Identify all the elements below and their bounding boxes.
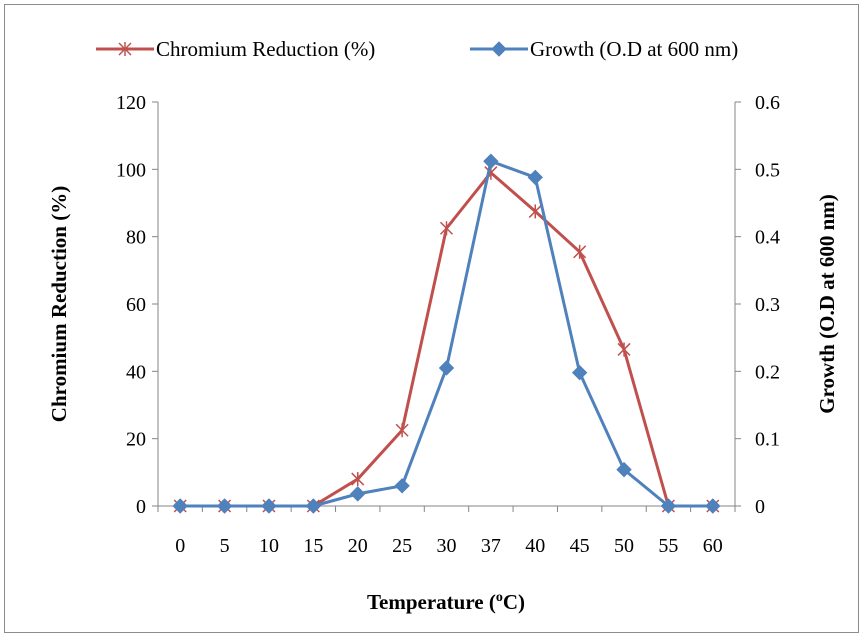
y2-tick-label: 0.3 xyxy=(755,294,780,316)
y-tick-label: 100 xyxy=(116,159,146,181)
y2-tick-label: 0.5 xyxy=(755,159,780,181)
y-tick-label: 0 xyxy=(136,496,146,518)
data-point-growth xyxy=(261,498,277,514)
y-tick-label: 120 xyxy=(116,92,146,114)
data-point-growth xyxy=(394,478,410,494)
x-tick-label: 50 xyxy=(614,535,634,557)
series-layer xyxy=(172,153,721,514)
data-point-growth xyxy=(483,153,499,169)
y-tick-label: 20 xyxy=(126,429,146,451)
chart-frame xyxy=(4,4,859,633)
data-point-growth xyxy=(438,360,455,376)
data-point-chromium xyxy=(573,244,587,259)
legend-marker-growth xyxy=(491,41,507,57)
data-point-growth xyxy=(660,498,677,514)
axes: 0 20 40 60 80 100 120 0 0.1 0.2 0.3 0.4 0.5 0.6 0 5 10 15… xyxy=(116,92,780,557)
data-point-growth xyxy=(527,169,543,186)
y-tick-label: 40 xyxy=(126,361,146,383)
y2-tick-label: 0 xyxy=(755,496,765,518)
y2-axis-title: Growth (O.D at 600 nm) xyxy=(815,194,839,414)
x-tick-label: 20 xyxy=(348,535,368,557)
data-point-growth xyxy=(571,364,588,381)
y2-tick-label: 0.4 xyxy=(755,227,780,249)
legend-marker-chromium xyxy=(118,42,132,56)
data-point-chromium xyxy=(528,204,542,219)
data-point-chromium xyxy=(617,342,631,357)
legend-star-marker xyxy=(118,42,132,56)
legend-diamond-marker xyxy=(491,41,507,57)
data-point-growth xyxy=(350,486,366,502)
data-point-growth xyxy=(616,461,632,478)
data-point-chromium xyxy=(439,221,454,236)
x-tick-label: 37 xyxy=(481,535,501,557)
x-tick-label: 25 xyxy=(392,535,412,557)
x-tick-label: 5 xyxy=(220,535,230,557)
data-point-chromium xyxy=(351,472,365,487)
legend: Chromium Reduction (%) Growth (O.D at 60… xyxy=(96,37,738,61)
data-point-chromium xyxy=(395,423,409,438)
x-tick-label: 15 xyxy=(303,535,323,557)
x-tick-label: 0 xyxy=(175,535,185,557)
y2-tick-label: 0.2 xyxy=(755,361,780,383)
data-point-growth xyxy=(305,498,322,514)
data-point-growth xyxy=(216,498,233,514)
legend-label-growth: Growth (O.D at 600 nm) xyxy=(530,37,738,61)
series-line-growth xyxy=(180,159,713,508)
data-point-growth xyxy=(172,498,188,514)
legend-label-chromium: Chromium Reduction (%) xyxy=(156,37,375,61)
x-tick-label: 10 xyxy=(259,535,279,557)
y2-tick-label: 0.1 xyxy=(755,429,780,451)
y-tick-label: 80 xyxy=(126,227,146,249)
y-axis-title: Chromium Reduction (%) xyxy=(47,186,71,422)
x-tick-label: 55 xyxy=(658,535,678,557)
x-axis-title: Temperature (oC) xyxy=(367,590,525,614)
y2-tick-label: 0.6 xyxy=(755,92,780,114)
y-tick-label: 60 xyxy=(126,294,146,316)
x-tick-label: 60 xyxy=(703,535,723,557)
x-tick-label: 40 xyxy=(525,535,545,557)
data-point-growth xyxy=(705,498,721,514)
x-tick-label: 45 xyxy=(570,535,590,557)
x-tick-label: 30 xyxy=(437,535,457,557)
